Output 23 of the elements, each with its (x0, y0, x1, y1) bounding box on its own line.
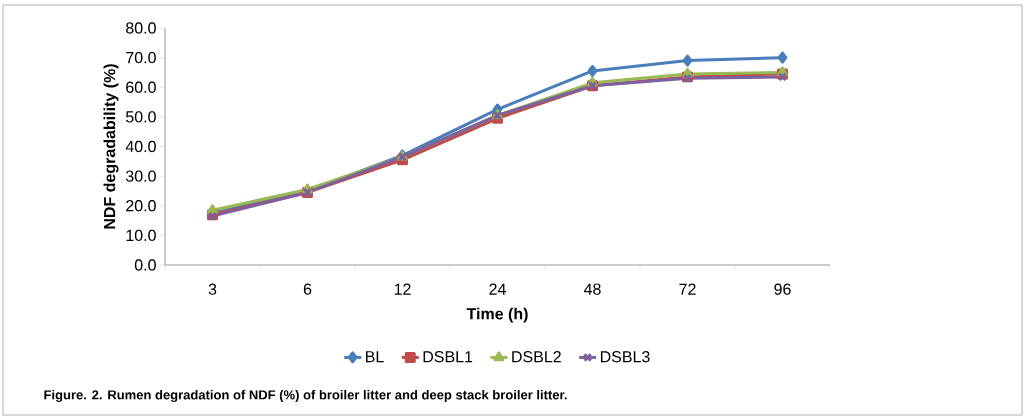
x-axis-title: Time (h) (466, 307, 528, 323)
y-tick-label: 10.0 (126, 229, 156, 242)
y-tick-label: 30.0 (125, 170, 156, 182)
legend-label: DSBL1 (423, 351, 473, 363)
y-tick-label: 60.0 (126, 81, 156, 93)
y-tick-label: 40.0 (125, 140, 156, 153)
x-tick-label: 48 (583, 283, 601, 295)
x-tick-label: 24 (489, 283, 506, 295)
legend-label: DSBL3 (600, 351, 650, 363)
text: Figure. 2. Rumen degradation of NDF (%) of broiler litter and deep stack broiler litter. (44, 389, 567, 403)
y-tick-label: 70.0 (126, 51, 156, 64)
x-tick-label: 96 (774, 283, 791, 295)
y-tick-label: 0.0 (134, 259, 156, 271)
legend-label: DSBL2 (512, 351, 561, 363)
y-axis-title: NDF degradability (%) (103, 64, 119, 229)
y-tick-label: 20.0 (126, 200, 156, 212)
y-tick-label: 50.0 (125, 111, 156, 123)
x-tick-label: 6 (303, 283, 312, 295)
x-tick-label: 72 (679, 283, 696, 295)
y-tick-label: 80.0 (126, 22, 156, 34)
legend-label: BL (366, 351, 384, 363)
x-tick-label: 12 (394, 283, 411, 295)
x-tick-label: 3 (208, 283, 217, 295)
